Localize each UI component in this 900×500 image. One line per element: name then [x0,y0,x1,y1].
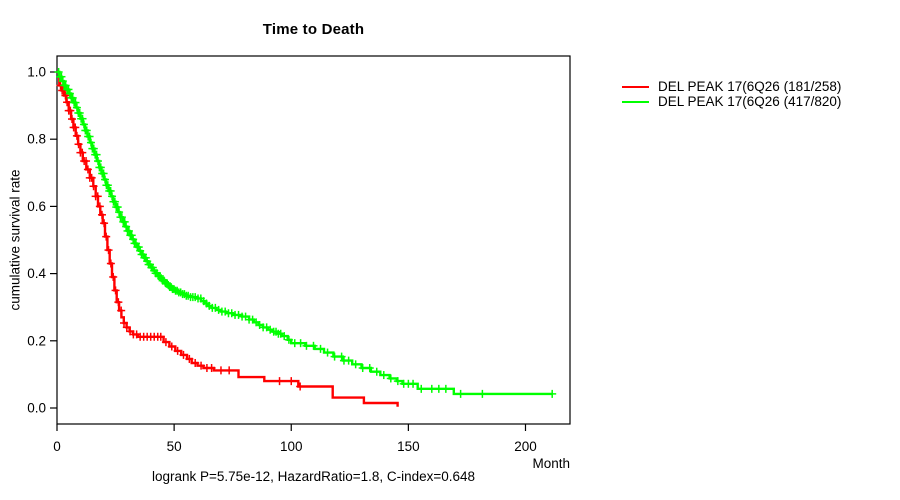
svg-text:150: 150 [397,439,420,454]
svg-text:0.6: 0.6 [27,199,46,214]
legend-label: DEL PEAK 17(6Q26 (181/258) [658,79,842,94]
legend-swatch-green-line [622,100,649,103]
x-axis-unit-label: Month [532,456,570,471]
legend-label: DEL PEAK 17(6Q26 (417/820) [658,94,842,109]
legend-swatch-red-line [622,85,649,88]
svg-text:0: 0 [53,439,61,454]
svg-text:100: 100 [280,439,303,454]
legend-row-group1: DEL PEAK 17(6Q26 (181/258) [622,79,841,94]
legend: DEL PEAK 17(6Q26 (181/258) DEL PEAK 17(6… [622,79,841,109]
svg-text:0.4: 0.4 [27,266,46,281]
chart-title: Time to Death [262,21,365,38]
svg-text:0.2: 0.2 [27,333,46,348]
svg-text:0.0: 0.0 [27,401,46,416]
svg-text:1.0: 1.0 [27,65,46,80]
svg-text:200: 200 [514,439,537,454]
stats-annotation: logrank P=5.75e-12, HazardRatio=1.8, C-i… [151,469,476,484]
svg-text:50: 50 [167,439,182,454]
legend-row-group2: DEL PEAK 17(6Q26 (417/820) [622,94,841,109]
svg-text:0.8: 0.8 [27,132,46,147]
